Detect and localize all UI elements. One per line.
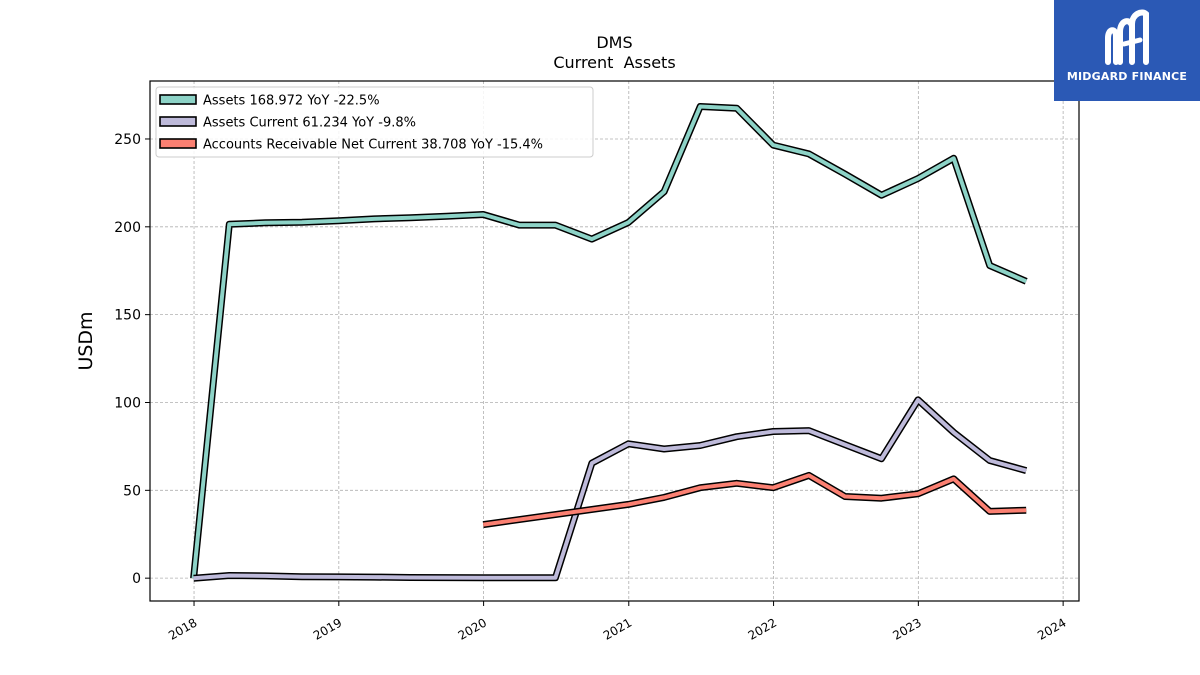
x-tick-label: 2022 — [746, 615, 779, 642]
chart-subtitle: Current Assets — [553, 53, 675, 72]
logo-text: MIDGARD FINANCE — [1066, 70, 1188, 83]
legend-label: Assets 168.972 YoY -22.5% — [203, 94, 380, 109]
legend-box — [155, 86, 594, 158]
y-axis-label: USDm — [75, 311, 97, 370]
legend: Assets 168.972 YoY -22.5% Assets Current … — [155, 86, 594, 158]
axes: 0 50 100 150 200 250 2018 2019 2020 2021 2022 2023 2… — [114, 132, 1068, 643]
legend-label: Assets Current 61.234 YoY -9.8% — [203, 116, 416, 131]
x-tick-label: 2024 — [1035, 615, 1068, 642]
legend-swatch — [159, 116, 197, 127]
x-tick-label: 2019 — [311, 615, 344, 642]
x-tick-label: 2020 — [456, 615, 489, 642]
plot-frame — [149, 80, 1080, 602]
grid — [150, 81, 1079, 601]
midgard-logo-icon — [1105, 9, 1149, 65]
series-line — [191, 104, 1027, 579]
x-tick-label: 2021 — [601, 615, 634, 642]
y-tick-label: 100 — [114, 395, 141, 411]
x-tick-label: 2023 — [890, 615, 923, 642]
y-tick-label: 0 — [132, 571, 141, 587]
legend-swatch — [159, 94, 197, 105]
y-tick-label: 50 — [123, 483, 141, 499]
legend-swatch — [159, 138, 197, 149]
series-line — [193, 397, 1027, 581]
series-layer — [190, 103, 1028, 582]
chart-title: DMS — [596, 33, 632, 52]
y-tick-label: 250 — [114, 132, 141, 148]
y-tick-label: 150 — [114, 308, 141, 324]
midgard-finance-logo: MIDGARD FINANCE — [1054, 0, 1200, 101]
y-tick-label: 200 — [114, 220, 141, 236]
legend-label: Accounts Receivable Net Current 38.708 Y… — [203, 138, 543, 153]
series-line — [482, 473, 1027, 527]
x-tick-label: 2018 — [166, 615, 199, 642]
